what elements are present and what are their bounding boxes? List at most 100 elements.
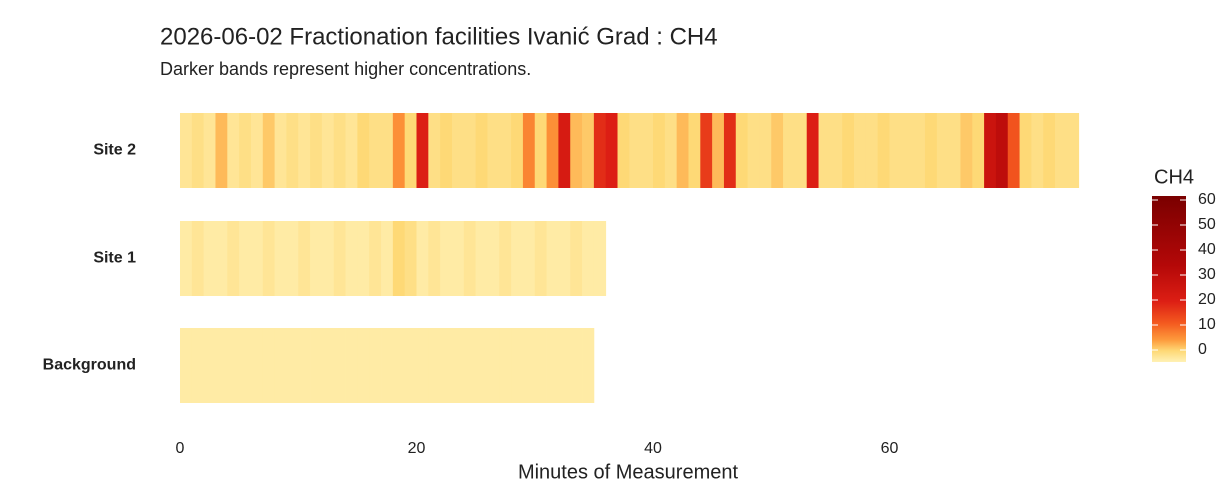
heat-cell: [653, 113, 666, 188]
heat-cell: [298, 113, 311, 188]
colorbar-tick-label: 10: [1198, 316, 1216, 333]
heat-cell: [641, 113, 654, 188]
heat-cell: [203, 221, 216, 296]
x-axis-title: Minutes of Measurement: [518, 461, 739, 483]
heat-cell: [511, 328, 524, 403]
heat-cell: [936, 113, 950, 188]
heat-cell: [546, 221, 559, 296]
heat-cell: [239, 328, 252, 403]
heat-cell: [747, 113, 760, 188]
heat-cell: [499, 113, 512, 188]
heat-cell: [570, 221, 583, 296]
heat-cell: [357, 113, 370, 188]
heat-cell: [1031, 113, 1044, 188]
heat-cell: [274, 221, 287, 296]
heat-cell: [629, 113, 642, 188]
heat-cell: [475, 113, 488, 188]
heat-cell: [345, 221, 358, 296]
heat-cell: [310, 221, 323, 296]
heat-cell: [215, 113, 228, 188]
heat-cell: [203, 113, 216, 188]
heat-cell: [664, 113, 678, 188]
heat-cell: [1055, 113, 1068, 188]
heat-cell: [582, 328, 595, 403]
row-cells: [180, 221, 607, 296]
heat-cell: [440, 221, 453, 296]
heat-cell: [381, 328, 394, 403]
heat-cell: [723, 113, 737, 188]
heat-cell: [345, 328, 358, 403]
heat-cell: [404, 221, 417, 296]
heat-cell: [854, 113, 867, 188]
heat-cell: [239, 113, 252, 188]
heat-cell: [392, 328, 406, 403]
heat-cell: [369, 113, 382, 188]
heat-cell: [487, 221, 500, 296]
heat-cell: [286, 328, 299, 403]
heat-cell: [250, 328, 264, 403]
heat-cell: [558, 113, 571, 188]
heat-cell: [593, 221, 607, 296]
heat-cell: [227, 113, 240, 188]
heat-cell: [451, 328, 465, 403]
heat-cell: [960, 113, 973, 188]
heat-cell: [262, 113, 275, 188]
heat-cell: [984, 113, 997, 188]
heat-cell: [522, 221, 536, 296]
heat-cell: [333, 221, 346, 296]
heat-cell: [499, 221, 512, 296]
heat-cell: [440, 113, 453, 188]
heat-cell: [428, 328, 441, 403]
heat-cell: [333, 328, 346, 403]
heat-cell: [487, 113, 500, 188]
heat-cell: [700, 113, 713, 188]
heat-cell: [381, 113, 394, 188]
heat-cell: [428, 221, 441, 296]
heat-cell: [392, 221, 406, 296]
x-tick-label: 40: [644, 440, 662, 457]
heat-cell: [735, 113, 748, 188]
heat-cell: [676, 113, 689, 188]
heat-cell: [274, 328, 287, 403]
heat-cell: [215, 221, 228, 296]
row-label: Background: [43, 357, 136, 374]
heat-cell: [558, 328, 571, 403]
heat-cell: [416, 328, 429, 403]
heat-cell: [404, 113, 417, 188]
heat-cell: [345, 113, 358, 188]
heat-cell: [239, 221, 252, 296]
heat-cell: [995, 113, 1009, 188]
heat-cell: [1066, 113, 1080, 188]
colorbar-tick-label: 50: [1198, 216, 1216, 233]
heat-cell: [463, 328, 477, 403]
heat-cell: [321, 221, 335, 296]
heat-cell: [310, 113, 323, 188]
heat-cell: [511, 221, 524, 296]
heat-cell: [522, 328, 536, 403]
heat-cell: [1007, 113, 1020, 188]
heat-cell: [487, 328, 500, 403]
heat-cell: [534, 113, 547, 188]
heat-cell: [333, 113, 346, 188]
heat-cell: [605, 113, 618, 188]
colorbar-tick-label: 0: [1198, 341, 1207, 358]
heat-cell: [534, 221, 547, 296]
heat-cell: [913, 113, 926, 188]
heat-cell: [404, 328, 417, 403]
heat-cell: [499, 328, 512, 403]
row-label: Site 1: [93, 250, 136, 267]
colorbar-tick-label: 30: [1198, 266, 1216, 283]
heat-cell: [688, 113, 701, 188]
heat-cell: [180, 328, 193, 403]
heat-cell: [227, 221, 240, 296]
heat-cell: [298, 328, 311, 403]
heat-cell: [593, 113, 607, 188]
heat-cell: [712, 113, 725, 188]
chart-title: 2026-06-02 Fractionation facilities Ivan…: [160, 23, 718, 50]
heat-cell: [381, 221, 394, 296]
heat-cell: [901, 113, 914, 188]
heat-cell: [759, 113, 772, 188]
heat-cell: [451, 221, 465, 296]
heat-cell: [830, 113, 843, 188]
heat-cell: [191, 221, 205, 296]
